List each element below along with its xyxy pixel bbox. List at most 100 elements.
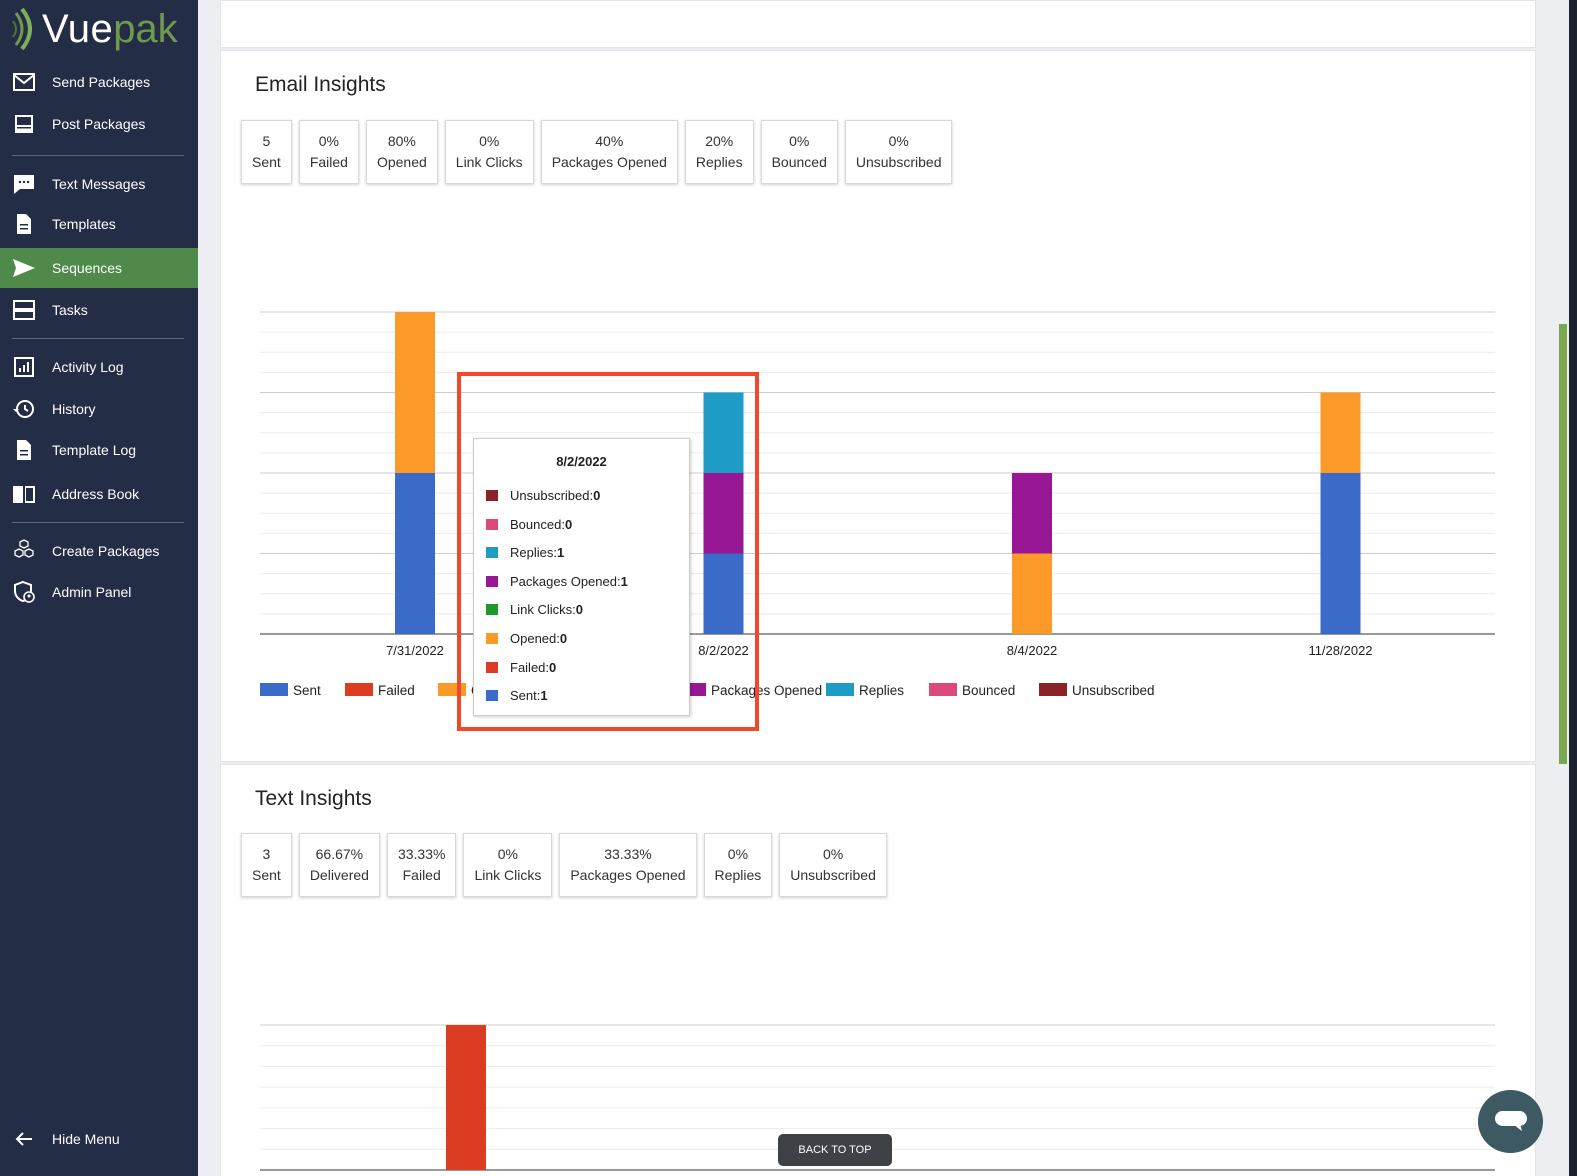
- tooltip-value: 0: [575, 602, 583, 618]
- stat-delivered: 66.67% Delivered: [298, 833, 380, 897]
- sidebar-item-label: Create Packages: [52, 543, 160, 559]
- bar-sent[interactable]: [395, 473, 435, 634]
- stat-failed: 0% Failed: [298, 120, 359, 184]
- sidebar-item-label: Templates: [52, 216, 116, 232]
- admin-shield-icon: [12, 580, 36, 604]
- bar-opened[interactable]: [1012, 553, 1052, 635]
- legend-swatch: [345, 683, 373, 696]
- stat-opened: 80% Opened: [365, 120, 438, 184]
- stat-label: Delivered: [309, 867, 369, 883]
- legend-item-bounced[interactable]: Bounced: [929, 683, 1015, 698]
- stat-replies: 20% Replies: [684, 120, 754, 184]
- sidebar-item-address-book[interactable]: Address Book: [0, 474, 198, 514]
- tooltip-value: 0: [559, 631, 568, 646]
- stat-link-clicks: 0% Link Clicks: [444, 120, 534, 184]
- stat-label: Bounced: [771, 154, 827, 170]
- stat-bounced: 0% Bounced: [760, 120, 838, 184]
- tooltip-label: Sent:: [510, 688, 541, 704]
- stat-label: Packages Opened: [570, 867, 686, 883]
- sidebar-item-create-packages[interactable]: Create Packages: [0, 531, 198, 571]
- stat-value: 3: [262, 846, 271, 862]
- bar-chart-icon: [12, 355, 36, 379]
- document-icon: [12, 438, 36, 462]
- sidebar-item-send-packages[interactable]: Send Packages: [0, 62, 198, 102]
- sidebar-item-admin-panel[interactable]: Admin Panel: [0, 572, 198, 612]
- bar-sent[interactable]: [703, 553, 744, 635]
- stat-replies: 0% Replies: [703, 833, 773, 897]
- stat-value: 0%: [789, 133, 810, 149]
- sidebar-item-label: Tasks: [52, 302, 88, 318]
- bar-packages-opened[interactable]: [1012, 473, 1052, 554]
- stat-sent: 5 Sent: [241, 120, 292, 184]
- bar-sent[interactable]: [1320, 473, 1361, 634]
- legend-swatch: [438, 683, 466, 696]
- sidebar-item-templates[interactable]: Templates: [0, 204, 198, 244]
- legend-item-failed[interactable]: Failed: [345, 683, 415, 698]
- tooltip-row: Replies: 1: [486, 545, 564, 560]
- sidebar-item-label: History: [52, 401, 96, 417]
- stat-value: 0%: [497, 846, 518, 862]
- stat-value: 5: [262, 133, 271, 149]
- bar-packages-opened[interactable]: [703, 473, 744, 554]
- x-tick-label: 7/31/2022: [386, 643, 444, 658]
- bar-replies[interactable]: [703, 392, 744, 474]
- bar-opened[interactable]: [395, 312, 435, 473]
- x-tick-label: 11/28/2022: [1308, 643, 1372, 658]
- back-to-top-button[interactable]: BACK TO TOP: [778, 1134, 892, 1166]
- history-icon: [12, 397, 36, 421]
- envelope-icon: [12, 70, 36, 94]
- stat-packages-opened: 33.33% Packages Opened: [559, 833, 697, 897]
- legend-swatch: [929, 683, 957, 696]
- book-icon: [12, 482, 36, 506]
- text-stats: 3 Sent 66.67% Delivered 33.33% Failed 0% Link C…: [241, 833, 887, 897]
- tooltip-label: Bounced:: [510, 516, 565, 532]
- bar-opened[interactable]: [1320, 392, 1361, 474]
- stat-value: 66.67%: [315, 846, 364, 862]
- tooltip-swatch: [486, 547, 498, 559]
- legend-label: Failed: [378, 683, 415, 698]
- vuepak-logo[interactable]: Vue pak: [10, 6, 178, 52]
- sidebar-item-text-messages[interactable]: Text Messages: [0, 164, 198, 204]
- sidebar-item-label: Post Packages: [52, 116, 146, 132]
- legend-item-packages-opened[interactable]: Packages Opened: [678, 683, 822, 698]
- sidebar-item-sequences[interactable]: Sequences: [0, 248, 198, 288]
- tooltip-title: 8/2/2022: [556, 454, 607, 469]
- tooltip-label: Link Clicks:: [510, 602, 576, 618]
- tooltip-swatch: [486, 518, 498, 530]
- stat-value: 0%: [822, 846, 844, 862]
- hide-menu-label: Hide Menu: [52, 1131, 120, 1147]
- tooltip-value: 0: [549, 659, 557, 675]
- sidebar-item-history[interactable]: History: [0, 389, 198, 429]
- stat-label: Sent: [252, 154, 281, 170]
- sidebar-item-label: Sequences: [52, 260, 123, 276]
- stat-value: 33.33%: [604, 846, 652, 862]
- stat-label: Packages Opened: [551, 154, 667, 170]
- stat-label: Failed: [309, 154, 348, 170]
- tooltip-row: Opened: 0: [486, 631, 567, 646]
- chat-button[interactable]: [1478, 1090, 1543, 1153]
- hide-menu-button[interactable]: Hide Menu: [0, 1119, 198, 1159]
- tooltip-row: Link Clicks: 0: [486, 602, 583, 617]
- sidebar-item-post-packages[interactable]: Post Packages: [0, 104, 198, 144]
- stat-unsubscribed: 0% Unsubscribed: [779, 833, 887, 897]
- chat-icon: [12, 172, 36, 196]
- sidebar-item-label: Send Packages: [52, 74, 151, 90]
- legend-item-sent[interactable]: Sent: [260, 683, 321, 698]
- stat-unsubscribed: 0% Unsubscribed: [844, 120, 953, 184]
- bar-failed[interactable]: [446, 1025, 486, 1170]
- sidebar-item-tasks[interactable]: Tasks: [0, 290, 198, 330]
- tooltip-row: Bounced: 0: [486, 517, 572, 532]
- tooltip-row: Failed: 0: [486, 660, 556, 675]
- legend-item-replies[interactable]: Replies: [826, 683, 904, 698]
- sidebar-item-template-log[interactable]: Template Log: [0, 430, 198, 470]
- tooltip-row: Sent: 1: [486, 688, 548, 703]
- scrollbar-thumb[interactable]: [1559, 324, 1567, 764]
- tooltip-swatch: [486, 575, 498, 587]
- stat-label: Link Clicks: [455, 154, 523, 170]
- legend-item-unsubscribed[interactable]: Unsubscribed: [1039, 683, 1155, 698]
- x-tick-label: 8/2/2022: [698, 643, 749, 658]
- stat-label: Opened: [376, 154, 427, 170]
- sidebar-item-label: Activity Log: [52, 359, 124, 375]
- sidebar-item-activity-log[interactable]: Activity Log: [0, 347, 198, 387]
- legend-label: Bounced: [962, 683, 1015, 698]
